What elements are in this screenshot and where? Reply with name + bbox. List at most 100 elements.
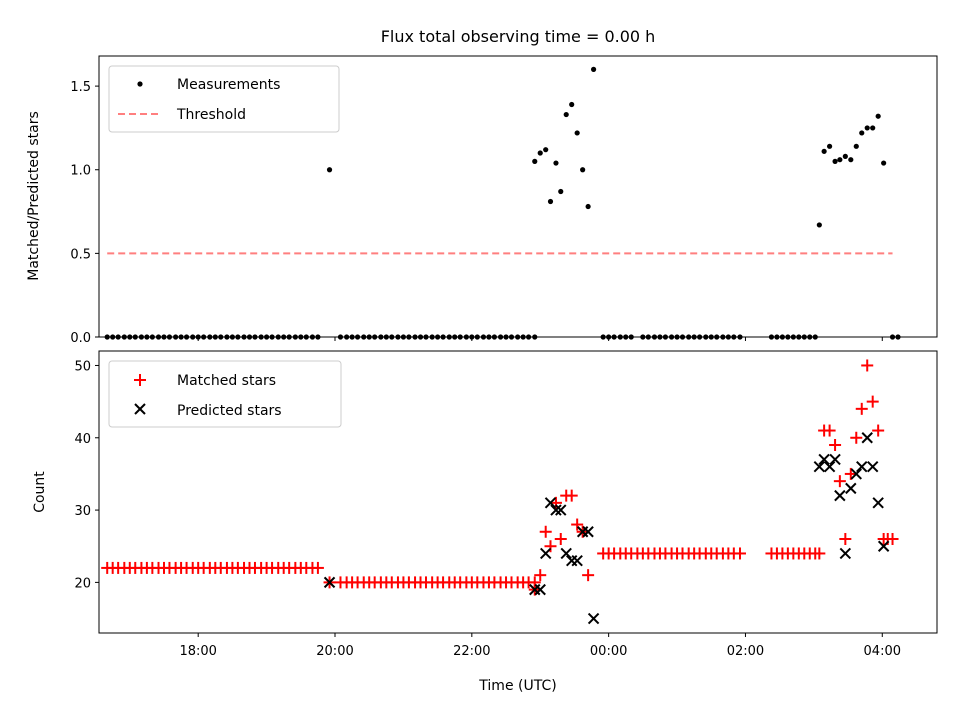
ratio-panel: 0.0 0.5 1.0 1.5 Matched/Predicted stars Mea…	[26, 55, 938, 346]
matched-star-point	[829, 439, 842, 451]
predicted-star-point	[834, 489, 846, 502]
predicted-star-point	[571, 554, 583, 567]
ratio-panel-frame	[98, 55, 938, 338]
count-panel-legend: Matched stars Predicted stars	[108, 360, 342, 428]
ratio-panel-y-label: Matched/Predicted stars	[26, 111, 42, 281]
measurement-point	[842, 153, 848, 159]
matched-star-point	[866, 395, 879, 408]
predicted-star-point	[856, 460, 868, 473]
matched-star-point	[850, 431, 863, 444]
legend-predicted-label: Predicted stars	[177, 403, 282, 419]
matched-star-point	[844, 467, 857, 480]
count-panel-x-ticks: 18:00 20:00 22:00 00:00 02:00 04:00	[179, 633, 901, 659]
predicted-star-point	[587, 612, 600, 625]
measurement-point	[881, 160, 887, 166]
legend-measurements-marker	[137, 81, 143, 87]
predicted-star-point	[560, 547, 572, 560]
measurement-point	[816, 222, 822, 228]
measurement-point	[580, 167, 586, 173]
ratio-legend-frame	[108, 65, 340, 133]
predicted-star-point	[823, 460, 836, 473]
measurement-point	[547, 198, 554, 205]
measurement-point	[543, 147, 549, 153]
predicted-star-point	[850, 468, 862, 480]
predicted-star-point	[877, 540, 890, 552]
measurement-point	[837, 157, 843, 163]
predicted-star-point	[534, 583, 546, 596]
predicted-star-point	[861, 432, 873, 444]
y-tick-label: 0.5	[70, 247, 91, 262]
measurement-point	[832, 158, 838, 164]
measurement-point	[563, 111, 569, 118]
predicted-star-point	[818, 453, 830, 466]
matched-star-point	[855, 402, 868, 415]
measurement-point	[553, 160, 559, 166]
matched-star-point	[861, 359, 874, 372]
y-tick-label: 1.0	[70, 164, 91, 179]
predicted-star-point	[323, 576, 336, 589]
legend-threshold-label: Threshold	[176, 107, 246, 123]
count-panel-y-ticks: 20 30 40 50	[74, 359, 99, 591]
matched-star-point	[582, 569, 595, 582]
x-tick-label: 20:00	[316, 644, 353, 659]
matched-star-point	[833, 475, 846, 488]
legend-predicted-marker	[134, 403, 146, 415]
matched-star-point	[733, 547, 746, 560]
measurement-point	[590, 66, 597, 72]
y-tick-label: 20	[74, 576, 91, 591]
x-tick-label: 02:00	[727, 644, 764, 659]
measurement-point	[532, 158, 538, 164]
matched-star-point	[554, 533, 567, 545]
predicted-star-point	[829, 453, 841, 466]
predicted-star-point	[813, 460, 826, 473]
measurement-point	[853, 143, 859, 149]
measurement-point	[569, 101, 575, 108]
predicted-star-point	[866, 460, 879, 473]
measurement-point	[574, 130, 580, 136]
count-panel-y-label: Count	[32, 471, 48, 513]
measurement-point	[859, 130, 865, 136]
measurement-point	[875, 113, 881, 119]
count-legend-frame	[108, 360, 342, 428]
measurement-point	[326, 167, 333, 173]
y-tick-label: 0.0	[70, 331, 91, 346]
predicted-star-point	[555, 504, 567, 516]
measurement-point	[848, 157, 854, 163]
legend-matched-marker	[134, 374, 146, 386]
measurement-point	[826, 143, 833, 149]
count-panel-marks	[101, 359, 899, 625]
count-panel-frame	[98, 350, 938, 634]
matched-star-point	[534, 569, 547, 582]
x-tick-label: 22:00	[453, 644, 490, 659]
y-tick-label: 40	[74, 432, 91, 447]
y-tick-label: 50	[74, 359, 91, 374]
matched-star-point	[544, 540, 557, 553]
x-tick-label: 04:00	[864, 644, 901, 659]
y-tick-label: 1.5	[70, 80, 91, 95]
ratio-panel-x-ticks	[197, 337, 883, 341]
measurement-point	[821, 148, 827, 154]
matched-star-point	[565, 489, 578, 502]
measurement-point	[558, 188, 564, 195]
predicted-star-point	[544, 497, 557, 509]
predicted-star-point	[839, 547, 852, 560]
predicted-star-point	[565, 554, 578, 567]
matched-star-point	[549, 496, 562, 509]
measurement-point	[870, 125, 876, 131]
y-tick-label: 30	[74, 504, 91, 519]
predicted-star-point	[872, 497, 884, 509]
predicted-star-point	[550, 504, 562, 516]
chart-title: Flux total observing time = 0.00 h	[381, 27, 656, 46]
matched-star-point	[823, 424, 836, 437]
matched-star-point	[539, 525, 552, 538]
matched-star-point	[872, 424, 885, 437]
matched-star-point	[839, 533, 852, 545]
predicted-star-point	[582, 526, 594, 538]
x-axis-label: Time (UTC)	[478, 678, 556, 694]
legend-matched-label: Matched stars	[177, 373, 276, 389]
matched-star-point	[571, 518, 584, 531]
measurement-point	[864, 125, 870, 131]
matched-star-point	[813, 547, 826, 560]
measurement-point	[585, 203, 591, 210]
